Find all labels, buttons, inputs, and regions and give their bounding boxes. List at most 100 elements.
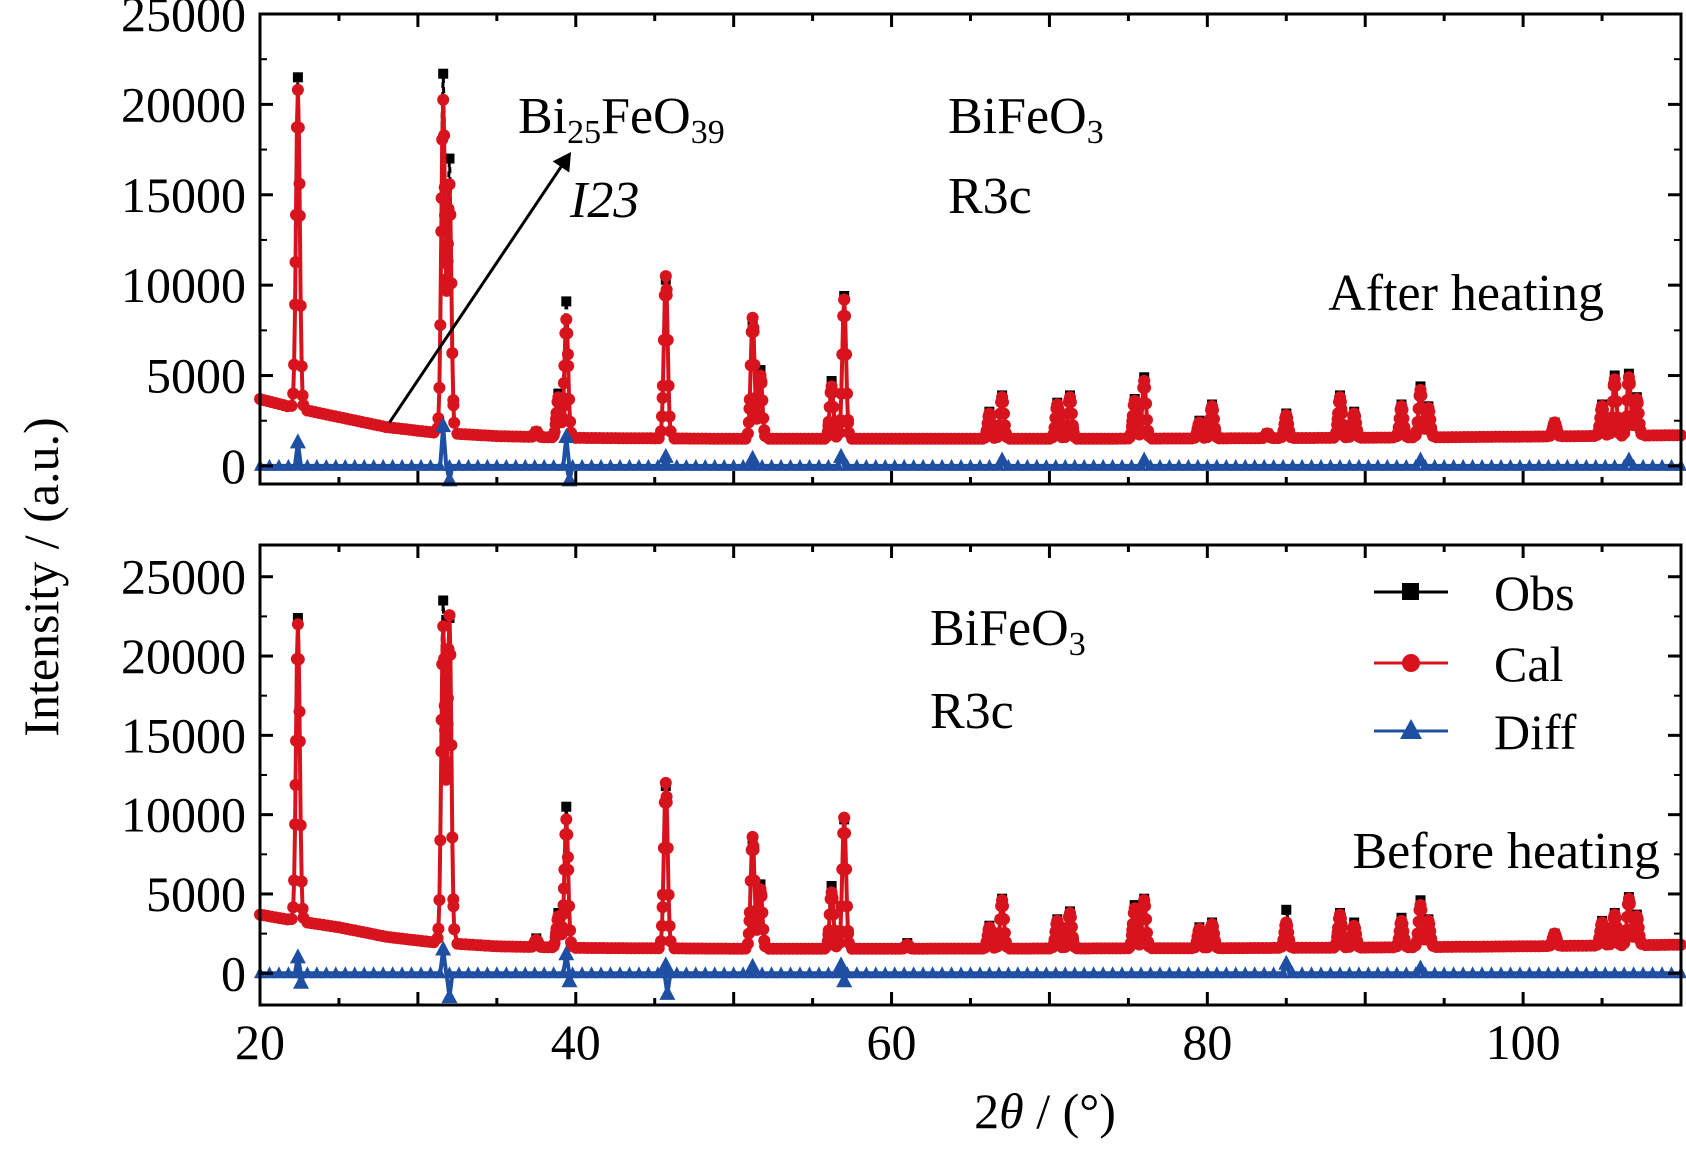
legend-label-cal: Cal [1494,636,1563,692]
diff-point [907,458,920,471]
diff-spike-marker [558,428,575,443]
cal-point [746,311,759,324]
cal-point [437,620,450,633]
impurity-space-group: I23 [569,172,639,229]
impurity-arrow [388,166,563,424]
cal-point [562,863,575,876]
diff-point [1191,966,1204,979]
diff-spike-marker [744,957,761,973]
diff-point [765,966,778,979]
diff-point [604,458,617,471]
diff-point [945,966,958,979]
obs-peak-marker [826,881,837,891]
diff-point [452,966,465,979]
diff-point [1087,458,1100,471]
diff-point [1040,458,1053,471]
diff-point [1551,966,1564,979]
diff-point [699,458,712,471]
diff-point [661,458,674,471]
cal-point [444,208,457,221]
diff-point [632,966,645,979]
diff-spike-marker [1136,451,1153,467]
phase-space-group-after: R3c [948,168,1032,225]
cal-point [561,851,574,864]
diff-point [415,966,428,979]
cal-point [1065,407,1078,420]
diff-point [1097,966,1110,979]
cal-point [1139,381,1152,394]
diff-point [1277,966,1290,979]
diff-point [519,966,532,979]
diff-point [888,458,901,471]
diff-point [888,966,901,979]
diff-point [272,458,285,471]
cal-point [446,831,459,844]
diff-point [955,458,968,471]
cal-point [443,178,456,191]
diff-point [415,458,428,471]
diff-point [1561,966,1574,979]
diff-point [869,966,882,979]
diff-point [405,458,418,471]
diff-point [1049,458,1062,471]
cal-point [838,293,851,306]
diff-point [1580,966,1593,979]
cal-point [557,882,570,895]
diff-point [1220,966,1233,979]
diff-point [1277,458,1290,471]
diff-point [1296,966,1309,979]
diff-point [1116,966,1129,979]
cal-point [437,93,450,106]
plot-frame-after [258,12,1683,486]
cal-point [1610,920,1623,933]
diff-spike-marker [833,447,850,463]
cal-point [748,874,761,887]
diff-point [329,966,342,979]
diff-point [1153,966,1166,979]
diff-point [1097,458,1110,471]
diff-point [377,966,390,979]
diff-point [718,966,731,979]
diff-spike-marker [289,433,306,449]
diff-point [462,966,475,979]
diff-point [708,458,721,471]
diff-point [396,458,409,471]
cal-point [998,926,1011,939]
diff-point [547,966,560,979]
diff-point [500,458,513,471]
diff-point [1485,966,1498,979]
cal-point [433,381,446,394]
diff-point [1523,458,1536,471]
diff-point [1428,458,1441,471]
cal-point [827,401,840,413]
diff-spike-marker [833,956,850,972]
obs-peak-marker [444,153,455,164]
y-tick-label: 5000 [146,348,246,404]
diff-point [1059,458,1072,471]
diff-point [1068,966,1081,979]
diff-point [1182,458,1195,471]
diff-point [1333,966,1346,979]
diff-point [1296,458,1309,471]
diff-point [756,966,769,979]
obs-peak-marker [438,68,449,79]
diff-point [1078,458,1091,471]
diff-point [983,966,996,979]
diff-point [1286,966,1299,979]
cal-point [561,828,574,841]
diff-point [320,966,333,979]
diff-point [1125,966,1138,979]
diff-point [1248,458,1261,471]
diff-point [443,458,456,471]
phase-formula-after: BiFeO3 [948,88,1104,151]
diff-point [727,966,740,979]
diff-point [1135,966,1148,979]
diff-point [1011,458,1024,471]
diff-point [1637,966,1650,979]
diff-point [1457,966,1470,979]
cal-point [757,412,770,425]
diff-point [490,458,503,471]
diff-point [661,966,674,979]
cal-point [435,745,448,758]
